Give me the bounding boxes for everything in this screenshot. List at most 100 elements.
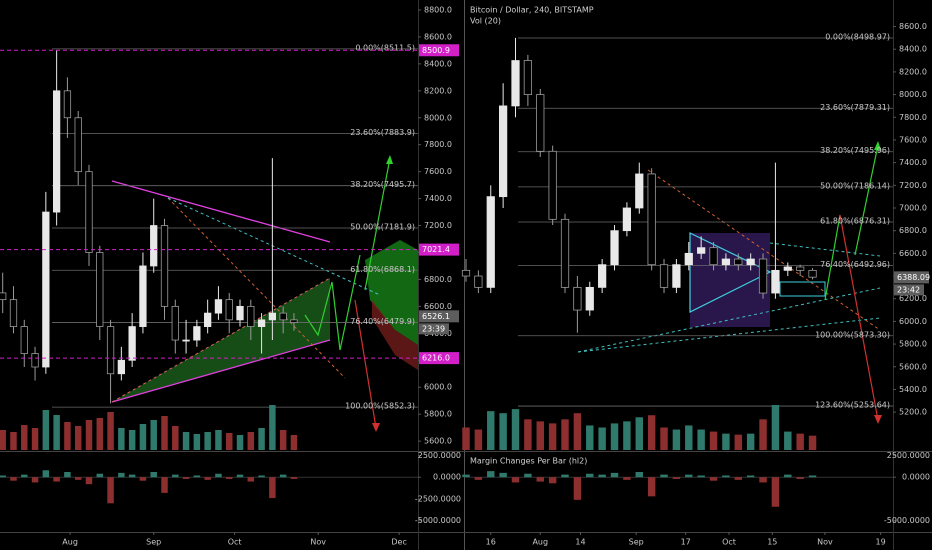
margin-bar [598,474,606,478]
volume-bar [42,410,50,450]
margin-bar [53,477,60,482]
arrow [824,214,841,301]
price-tag-label: 6388.09 [897,273,930,282]
arrow-head [386,155,393,164]
volume-bar [511,409,520,450]
fib-label: 0.00%(8498.97) [825,32,890,41]
trendline [111,339,331,403]
volume-bar [31,428,39,450]
margin-bar [290,477,298,479]
chart-title: Bitcoin / Dollar, 240, BITSTAMP [470,6,594,15]
y-tick-label: 5200.0 [899,408,927,417]
y-tick-label: 6600.0 [899,249,927,258]
indicator-tick-label: -5000.0000 [884,516,930,525]
volume-bar [759,419,767,450]
volume-bar [561,419,569,450]
trendline [167,197,381,296]
arrow-head [874,415,882,424]
margin-bar [139,477,147,481]
candle-body [52,90,61,213]
candle-body [106,326,115,375]
volume-bar [64,422,71,450]
margin-bar [635,472,643,478]
price-tag-label: 8500.9 [422,46,450,55]
candle-body [796,266,805,271]
volume-bar [215,430,222,450]
candle-body [257,319,266,327]
volume-bar [193,434,201,450]
y-tick-label: 7000.0 [899,203,927,212]
y-tick-label: 7400.0 [899,158,927,167]
volume-bar [784,431,792,450]
volume-bar [225,433,233,450]
x-tick-label: 19 [876,538,886,547]
volume-bar [150,420,157,450]
box [779,281,826,297]
y-tick-label: 5800.0 [424,410,452,419]
candle-body [746,258,755,266]
candle-body [236,305,244,321]
y-tick-label: 8400.0 [899,45,927,54]
y-tick-label: 6200.0 [899,294,927,303]
x-tick-label: Aug [532,538,548,547]
fib-label: 123.60%(5253.64) [815,401,890,410]
margin-bar [182,477,190,479]
margin-bar [647,477,656,497]
indicator-tick-label: 0.0000 [902,473,930,482]
volume-bar [21,425,28,450]
fib-label: 61.80%(6876.31) [820,217,890,226]
volume-bar [204,432,211,450]
margin-bar [128,474,136,478]
candle-body [585,286,594,311]
indicator-tick-label: 0.0000 [433,473,461,482]
y-tick-label: 5600.0 [899,362,927,371]
x-tick-label: Oct [228,538,242,547]
candle-body [709,247,718,266]
candle-body [31,353,39,368]
margin-bar [215,473,222,478]
margin-bar [161,477,168,493]
margin-bar [204,477,211,480]
candle-body [523,60,532,95]
zone [690,233,770,327]
volume-bar [672,429,681,450]
margin-bar [808,475,817,478]
indicator-title: Margin Changes Per Bar (hl2) [470,457,587,466]
indicator-tick-label: 2500.0000 [418,451,461,460]
x-tick-label: Sep [629,538,644,547]
margin-bar [64,472,71,478]
x-tick-label: Nov [310,538,326,547]
margin-bar [660,474,668,478]
margin-bar [548,477,557,484]
y-tick-label: 7800.0 [424,140,452,149]
volume-bar [74,426,82,450]
candle-body [150,225,158,267]
margin-bar [236,474,244,478]
candle-body [647,173,656,266]
candle-body [486,196,495,288]
x-tick-label: Sep [146,538,161,547]
candle-body [548,150,557,220]
price-tag [419,44,459,57]
margin-bar [0,475,6,478]
candle-body [139,265,147,327]
y-tick-label: 7200.0 [424,221,452,230]
price-tag-label: 6216.0 [422,354,450,363]
fib-label: 38.20%(7495.7) [350,180,415,189]
candle-body [697,247,706,254]
time-tag [419,323,449,335]
x-tick-label: 14 [575,538,585,547]
candle-body [808,269,817,278]
volume-bar [635,417,643,450]
volume-bar [598,427,606,450]
margin-bar [623,477,631,480]
y-tick-label: 5600.0 [424,437,452,446]
candle-body [182,339,190,342]
candle-body [672,264,681,288]
candle-body [160,225,169,307]
y-tick-label: 8000.0 [899,90,927,99]
candle-body [758,258,768,294]
volume-bar [487,411,495,450]
indicator-tick-label: -2500.0000 [415,494,461,503]
price-tag-label: 7021.4 [422,245,450,254]
